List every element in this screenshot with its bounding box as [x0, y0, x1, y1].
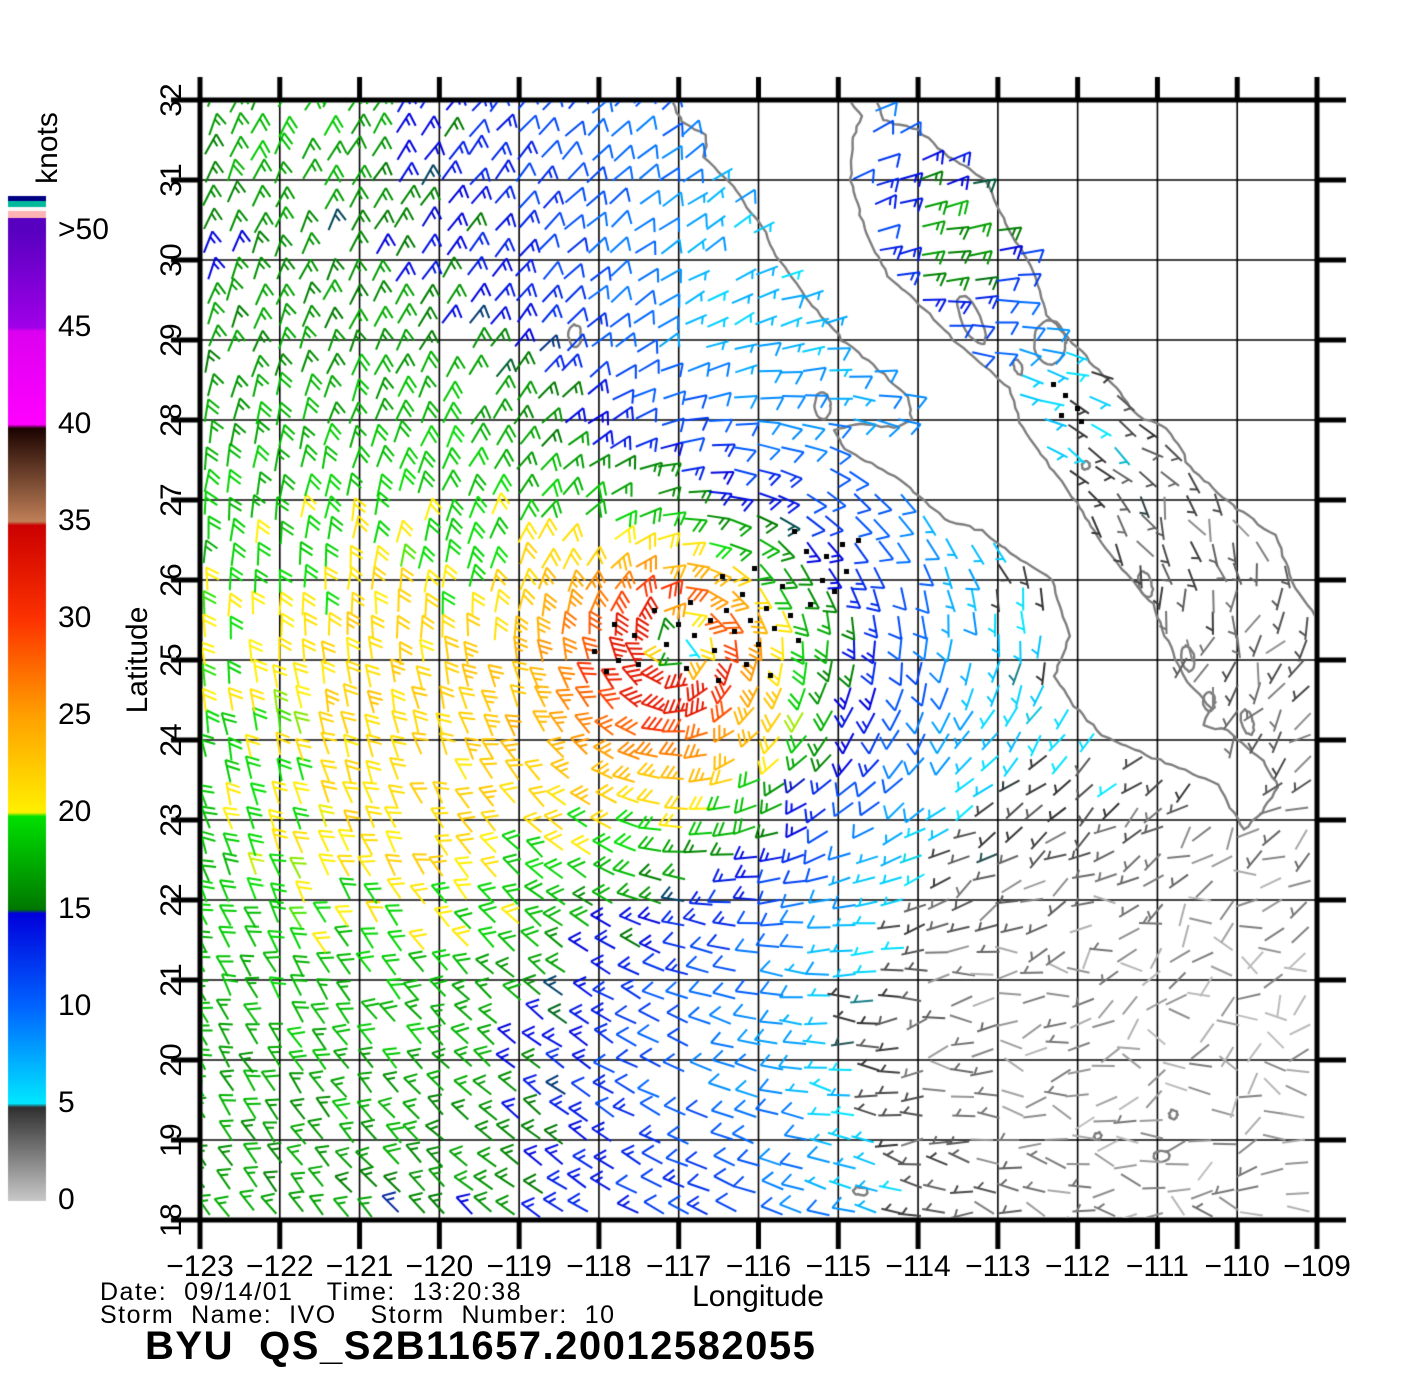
colorbar-tick-label: 30: [58, 601, 92, 634]
x-tick-label: −116: [725, 1250, 792, 1283]
y-tick-label: 19: [155, 1123, 188, 1157]
x-axis-title: Longitude: [692, 1280, 824, 1313]
x-tick-label: −115: [805, 1250, 871, 1283]
y-tick-label: 32: [155, 83, 188, 117]
x-tick-label: −120: [405, 1250, 474, 1283]
colorbar-title: knots: [31, 112, 64, 184]
colorbar-tick-label: 5: [58, 1086, 75, 1119]
colorbar-tick-label: >50: [58, 213, 109, 246]
y-tick-label: 25: [155, 643, 188, 677]
x-tick-label: −114: [885, 1250, 951, 1283]
footer-storm-info: Storm Name: IVO Storm Number: 10: [100, 1301, 616, 1329]
x-tick-label: −122: [245, 1250, 314, 1283]
x-tick-label: −118: [566, 1250, 632, 1283]
y-tick-label: 28: [155, 403, 188, 437]
colorbar-tick-label: 45: [58, 310, 92, 343]
y-tick-label: 23: [155, 803, 188, 837]
x-tick-label: −113: [965, 1250, 1031, 1283]
x-tick-label: −110: [1204, 1250, 1270, 1283]
y-axis-title: Latitude: [121, 606, 154, 714]
colorbar-tick-label: 10: [58, 989, 92, 1022]
y-tick-label: 31: [155, 163, 188, 197]
figure-title: BYU QS_S2B11657.20012582055: [145, 1324, 817, 1368]
colorbar-tick-label: 35: [58, 504, 92, 537]
y-tick-label: 29: [155, 323, 188, 357]
y-tick-label: 21: [155, 963, 188, 997]
x-tick-label: −123: [166, 1250, 234, 1283]
y-tick-label: 30: [155, 243, 188, 277]
colorbar-tick-label: 20: [58, 795, 92, 828]
y-tick-label: 20: [155, 1043, 188, 1077]
colorbar-tick-label: 25: [58, 698, 92, 731]
x-tick-label: −119: [486, 1250, 552, 1283]
x-tick-label: −117: [646, 1250, 712, 1283]
x-tick-label: −109: [1283, 1250, 1351, 1283]
colorbar-tick-label: 15: [58, 892, 92, 925]
y-tick-label: 24: [155, 723, 188, 757]
x-tick-label: −111: [1125, 1250, 1189, 1283]
x-tick-label: −112: [1044, 1250, 1111, 1283]
colorbar-tick-label: 0: [58, 1183, 75, 1216]
colorbar-tick-label: 40: [58, 407, 92, 440]
footer-date-time: Date: 09/14/01 Time: 13:20:38: [100, 1278, 523, 1306]
y-tick-label: 26: [155, 563, 188, 597]
y-tick-label: 27: [155, 483, 188, 517]
x-tick-label: −121: [325, 1250, 394, 1283]
y-tick-label: 22: [155, 883, 188, 917]
y-tick-label: 18: [155, 1203, 188, 1237]
